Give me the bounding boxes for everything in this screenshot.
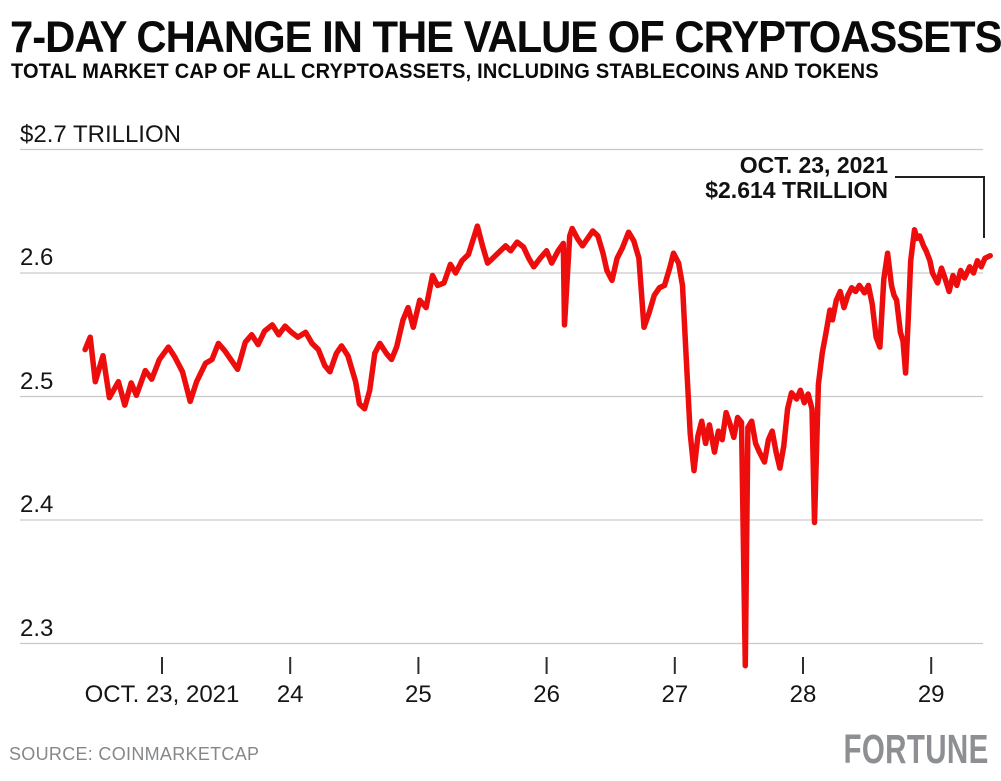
page-subtitle: TOTAL MARKET CAP OF ALL CRYPTOASSETS, IN… (11, 60, 879, 84)
callout-value: $2.614 TRILLION (705, 177, 888, 203)
fortune-logo: FORTUNE (843, 726, 989, 772)
y-axis-label-2.7: $2.7 TRILLION (20, 120, 181, 148)
x-axis-label-27: 27 (661, 681, 689, 708)
y-axis-label-2.5: 2.5 (20, 367, 54, 395)
page-title: 7-DAY CHANGE IN THE VALUE OF CRYPTOASSET… (10, 12, 1001, 62)
x-axis-label-26: 26 (533, 681, 560, 708)
callout-date: OCT. 23, 2021 (739, 152, 888, 178)
y-axis-label-2.4: 2.4 (20, 491, 54, 518)
x-axis-label-24: 24 (276, 681, 304, 708)
x-axis-label-25: 25 (405, 681, 432, 708)
x-axis-label-29: 29 (917, 681, 945, 708)
x-axis-label-28: 28 (789, 681, 817, 708)
y-axis-label-2.3: 2.3 (20, 614, 54, 642)
price-line (82, 223, 993, 669)
callout-connector (895, 176, 985, 238)
x-axis-label-232021: OCT. 23, 2021 (84, 681, 240, 708)
source-credit: SOURCE: COINMARKETCAP (9, 744, 260, 764)
y-axis-label-2.6: 2.6 (20, 244, 54, 271)
callout-label: OCT. 23, 2021 $2.614 TRILLION (705, 153, 888, 203)
